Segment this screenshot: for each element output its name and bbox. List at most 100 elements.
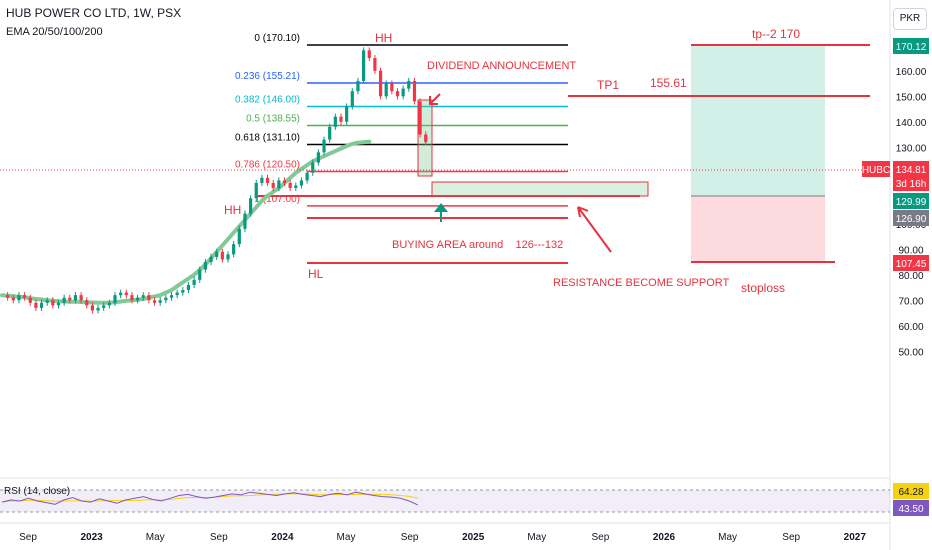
candle-body — [424, 134, 428, 143]
candle-body — [124, 292, 128, 296]
candle-body — [169, 295, 174, 298]
x-tick-label: 2023 — [80, 532, 103, 543]
candle-body — [73, 295, 78, 301]
tag-entry: 129.99 — [896, 197, 927, 208]
tag-zone-low-bg — [893, 210, 929, 226]
candle-body — [271, 182, 275, 189]
candle-body — [175, 292, 179, 296]
tag-tp-bg — [893, 38, 929, 54]
candle-body — [384, 83, 388, 97]
candle-body — [215, 251, 219, 257]
candle-body — [96, 307, 100, 311]
candle-body — [316, 152, 320, 163]
candle-body — [11, 297, 15, 301]
tag-rsi-high-bg — [893, 483, 929, 499]
fib-level-label: 1 (107.00) — [254, 194, 300, 205]
tp-zone — [691, 45, 825, 196]
candle-body — [90, 305, 94, 311]
candle-body — [186, 284, 191, 291]
candle-body — [45, 300, 49, 303]
annotation-buying-area: BUYING AREA around 126---132 — [392, 239, 563, 251]
candle-body — [254, 182, 258, 199]
candle-body — [141, 295, 145, 298]
candle-body — [164, 297, 168, 301]
candle-body — [68, 297, 72, 301]
x-tick-label: May — [718, 532, 737, 543]
candle-body — [407, 80, 411, 89]
candle-body — [390, 83, 394, 92]
candle-body — [345, 106, 349, 122]
x-tick-label: 2026 — [653, 532, 676, 543]
rsi-pane — [0, 489, 890, 513]
x-tick-label: Sep — [210, 532, 228, 543]
y-tick-label: 160.00 — [896, 67, 927, 78]
candle-body — [367, 50, 371, 59]
fib-level-label: 0.236 (155.21) — [235, 71, 300, 82]
candle-body — [299, 180, 304, 186]
candle-body — [79, 295, 83, 301]
candle-body — [395, 91, 400, 97]
tag-last-bg — [893, 161, 929, 191]
candle-body — [113, 295, 117, 303]
buying-area-box — [431, 181, 649, 197]
x-tick-label: Sep — [782, 532, 800, 543]
candle-body — [56, 302, 61, 306]
candle-body — [260, 177, 264, 183]
candle-body — [209, 256, 213, 263]
y-tick-label: 70.00 — [898, 296, 923, 307]
tag-rsi-low-bg — [893, 500, 929, 516]
x-tick-label: 2025 — [462, 532, 485, 543]
candle-body — [243, 213, 247, 229]
candle-body — [350, 91, 354, 107]
candle-body — [401, 88, 405, 97]
candle-body — [23, 295, 27, 298]
y-tick-label: 130.00 — [896, 143, 927, 154]
rsi-line — [1, 491, 419, 506]
tag-stop-bg — [893, 255, 929, 271]
x-tick-label: May — [337, 532, 356, 543]
candle-body — [373, 58, 377, 71]
annotation-dividend: DIVIDEND ANNOUNCEMENT — [427, 60, 576, 72]
x-axis: Sep 2023 May Sep 2024 May Sep 2025 May Sep 2026 May… — [19, 532, 866, 543]
rsi-legend[interactable]: RSI (14, close) — [4, 486, 71, 497]
annotation-tp1: TP1 — [597, 78, 619, 92]
candle-body — [305, 172, 309, 181]
candle-body — [136, 297, 140, 301]
x-tick-label: 2024 — [271, 532, 294, 543]
x-tick-label: May — [146, 532, 165, 543]
x-tick-label: Sep — [19, 532, 37, 543]
candle-body — [418, 101, 422, 135]
x-tick-label: Sep — [401, 532, 419, 543]
candle-body — [130, 295, 134, 301]
fib-levels: 0 (170.10) 0.236 (155.21) 0.382 (146.00) 0.… — [235, 33, 568, 207]
support-arrow — [577, 206, 612, 253]
x-tick-label: Sep — [592, 532, 610, 543]
candle-body — [339, 116, 343, 122]
tag-zone-low: 126.90 — [896, 214, 927, 225]
candle-body — [62, 297, 66, 303]
candle-body — [17, 295, 21, 301]
annotation-stoploss: stoploss — [741, 281, 785, 295]
fib-level-label: 0.786 (120.50) — [235, 159, 300, 170]
indicator-legend[interactable]: EMA 20/50/100/200 — [6, 26, 103, 38]
annotation-hh-top: HH — [375, 31, 392, 45]
candle-body — [288, 182, 292, 189]
candle-body — [107, 302, 111, 306]
currency-button[interactable]: PKR — [893, 8, 927, 30]
sl-zone — [691, 196, 825, 262]
candle-body — [333, 116, 337, 127]
annotation-hh-left: HH — [224, 203, 241, 217]
y-tick-label: 60.00 — [898, 322, 923, 333]
tag-stop: 107.45 — [896, 259, 927, 270]
annotation-tp2: tp--2 170 — [752, 27, 800, 41]
dividend-arrow — [429, 93, 441, 105]
x-tick-label: 2027 — [844, 532, 867, 543]
fib-level-label: 0.618 (131.10) — [235, 132, 300, 143]
fib-level-label: 0 (170.10) — [254, 33, 300, 44]
candle-body — [6, 295, 10, 298]
tag-ticker: HUBC — [862, 165, 890, 176]
buy-arrow — [434, 203, 448, 222]
tag-entry-bg — [893, 193, 929, 209]
annotation-resistance-support: RESISTANCE BECOME SUPPORT — [553, 277, 730, 289]
